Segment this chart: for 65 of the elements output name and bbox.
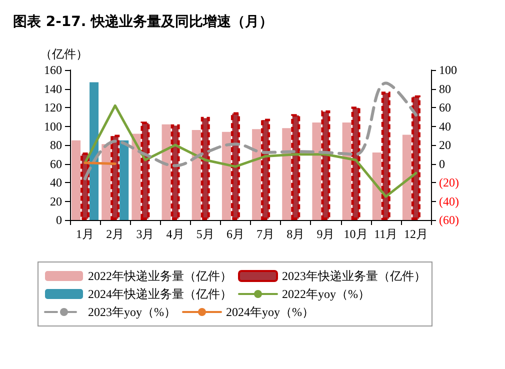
- bar: [162, 124, 171, 220]
- y2-tick-label: (60): [439, 213, 459, 227]
- bar: [402, 134, 412, 220]
- bar: [312, 122, 322, 220]
- bar: [140, 122, 150, 220]
- x-tick-label: 5月: [196, 227, 214, 241]
- line-series: [84, 82, 418, 180]
- y2-tick-label: 20: [439, 138, 451, 152]
- y-tick-label: 100: [44, 119, 62, 134]
- y-tick-label: 0: [56, 213, 62, 227]
- x-tick-label: 12月: [404, 227, 428, 241]
- y2-tick-label: (40): [439, 194, 459, 208]
- y2-tick-label: 40: [439, 119, 451, 134]
- legend-label: 2022年yoy（%）: [282, 287, 370, 301]
- bar: [110, 134, 120, 220]
- x-tick-label: 3月: [136, 227, 154, 241]
- x-tick-label: 9月: [316, 227, 335, 241]
- bar: [102, 144, 111, 220]
- bar: [411, 95, 420, 220]
- line-series: [84, 104, 418, 198]
- y-tick-label: 140: [44, 82, 62, 96]
- y-tick-label: 20: [50, 194, 62, 208]
- y2-tick-label: 100: [439, 63, 457, 77]
- bar: [372, 152, 382, 220]
- y2-tick-label: (20): [439, 176, 459, 190]
- bar: [72, 140, 81, 220]
- bar: [291, 114, 300, 220]
- x-tick-label: 2月: [106, 227, 124, 241]
- bar: [351, 106, 360, 220]
- x-tick-label: 4月: [166, 227, 184, 241]
- y2-tick-label: 0: [439, 156, 445, 171]
- bar: [120, 140, 129, 220]
- bar: [342, 122, 352, 220]
- legend-label: 2024年yoy（%）: [226, 305, 314, 319]
- bar: [321, 110, 330, 220]
- x-tick-label: 11月: [374, 227, 398, 241]
- legend-label: 2022年快递业务量（亿件）: [88, 269, 232, 283]
- y2-tick-label: 80: [439, 82, 451, 96]
- bar: [200, 116, 210, 220]
- bar: [90, 82, 99, 220]
- bar: [132, 134, 141, 220]
- x-tick-label: 7月: [256, 227, 275, 241]
- bar: [261, 118, 270, 220]
- bar: [252, 129, 262, 220]
- bar: [222, 132, 231, 220]
- y-tick-label: 60: [50, 156, 62, 171]
- bar: [192, 130, 201, 220]
- legend-label: 2023年yoy（%）: [88, 305, 176, 319]
- x-tick-label: 10月: [344, 227, 368, 241]
- y-tick-label: 80: [50, 138, 62, 152]
- y2-tick-label: 60: [439, 100, 451, 114]
- x-tick-label: 6月: [226, 227, 244, 241]
- bar: [170, 124, 180, 220]
- legend-label: 2023年快递业务量（亿件）: [282, 269, 426, 283]
- y-tick-label: 120: [44, 100, 62, 114]
- y-tick-label: 160: [44, 63, 62, 77]
- y-axis-title: （亿件）: [40, 47, 88, 61]
- chart-title: 图表 2-17. 快递业务量及同比增速（月）: [13, 13, 274, 30]
- legend-label: 2024年快递业务量（亿件）: [88, 287, 232, 301]
- x-tick-label: 1月: [76, 227, 94, 241]
- bar: [230, 112, 240, 220]
- x-tick-label: 8月: [286, 227, 305, 241]
- bar: [381, 92, 390, 220]
- y-tick-label: 40: [50, 176, 62, 190]
- bar: [282, 128, 292, 220]
